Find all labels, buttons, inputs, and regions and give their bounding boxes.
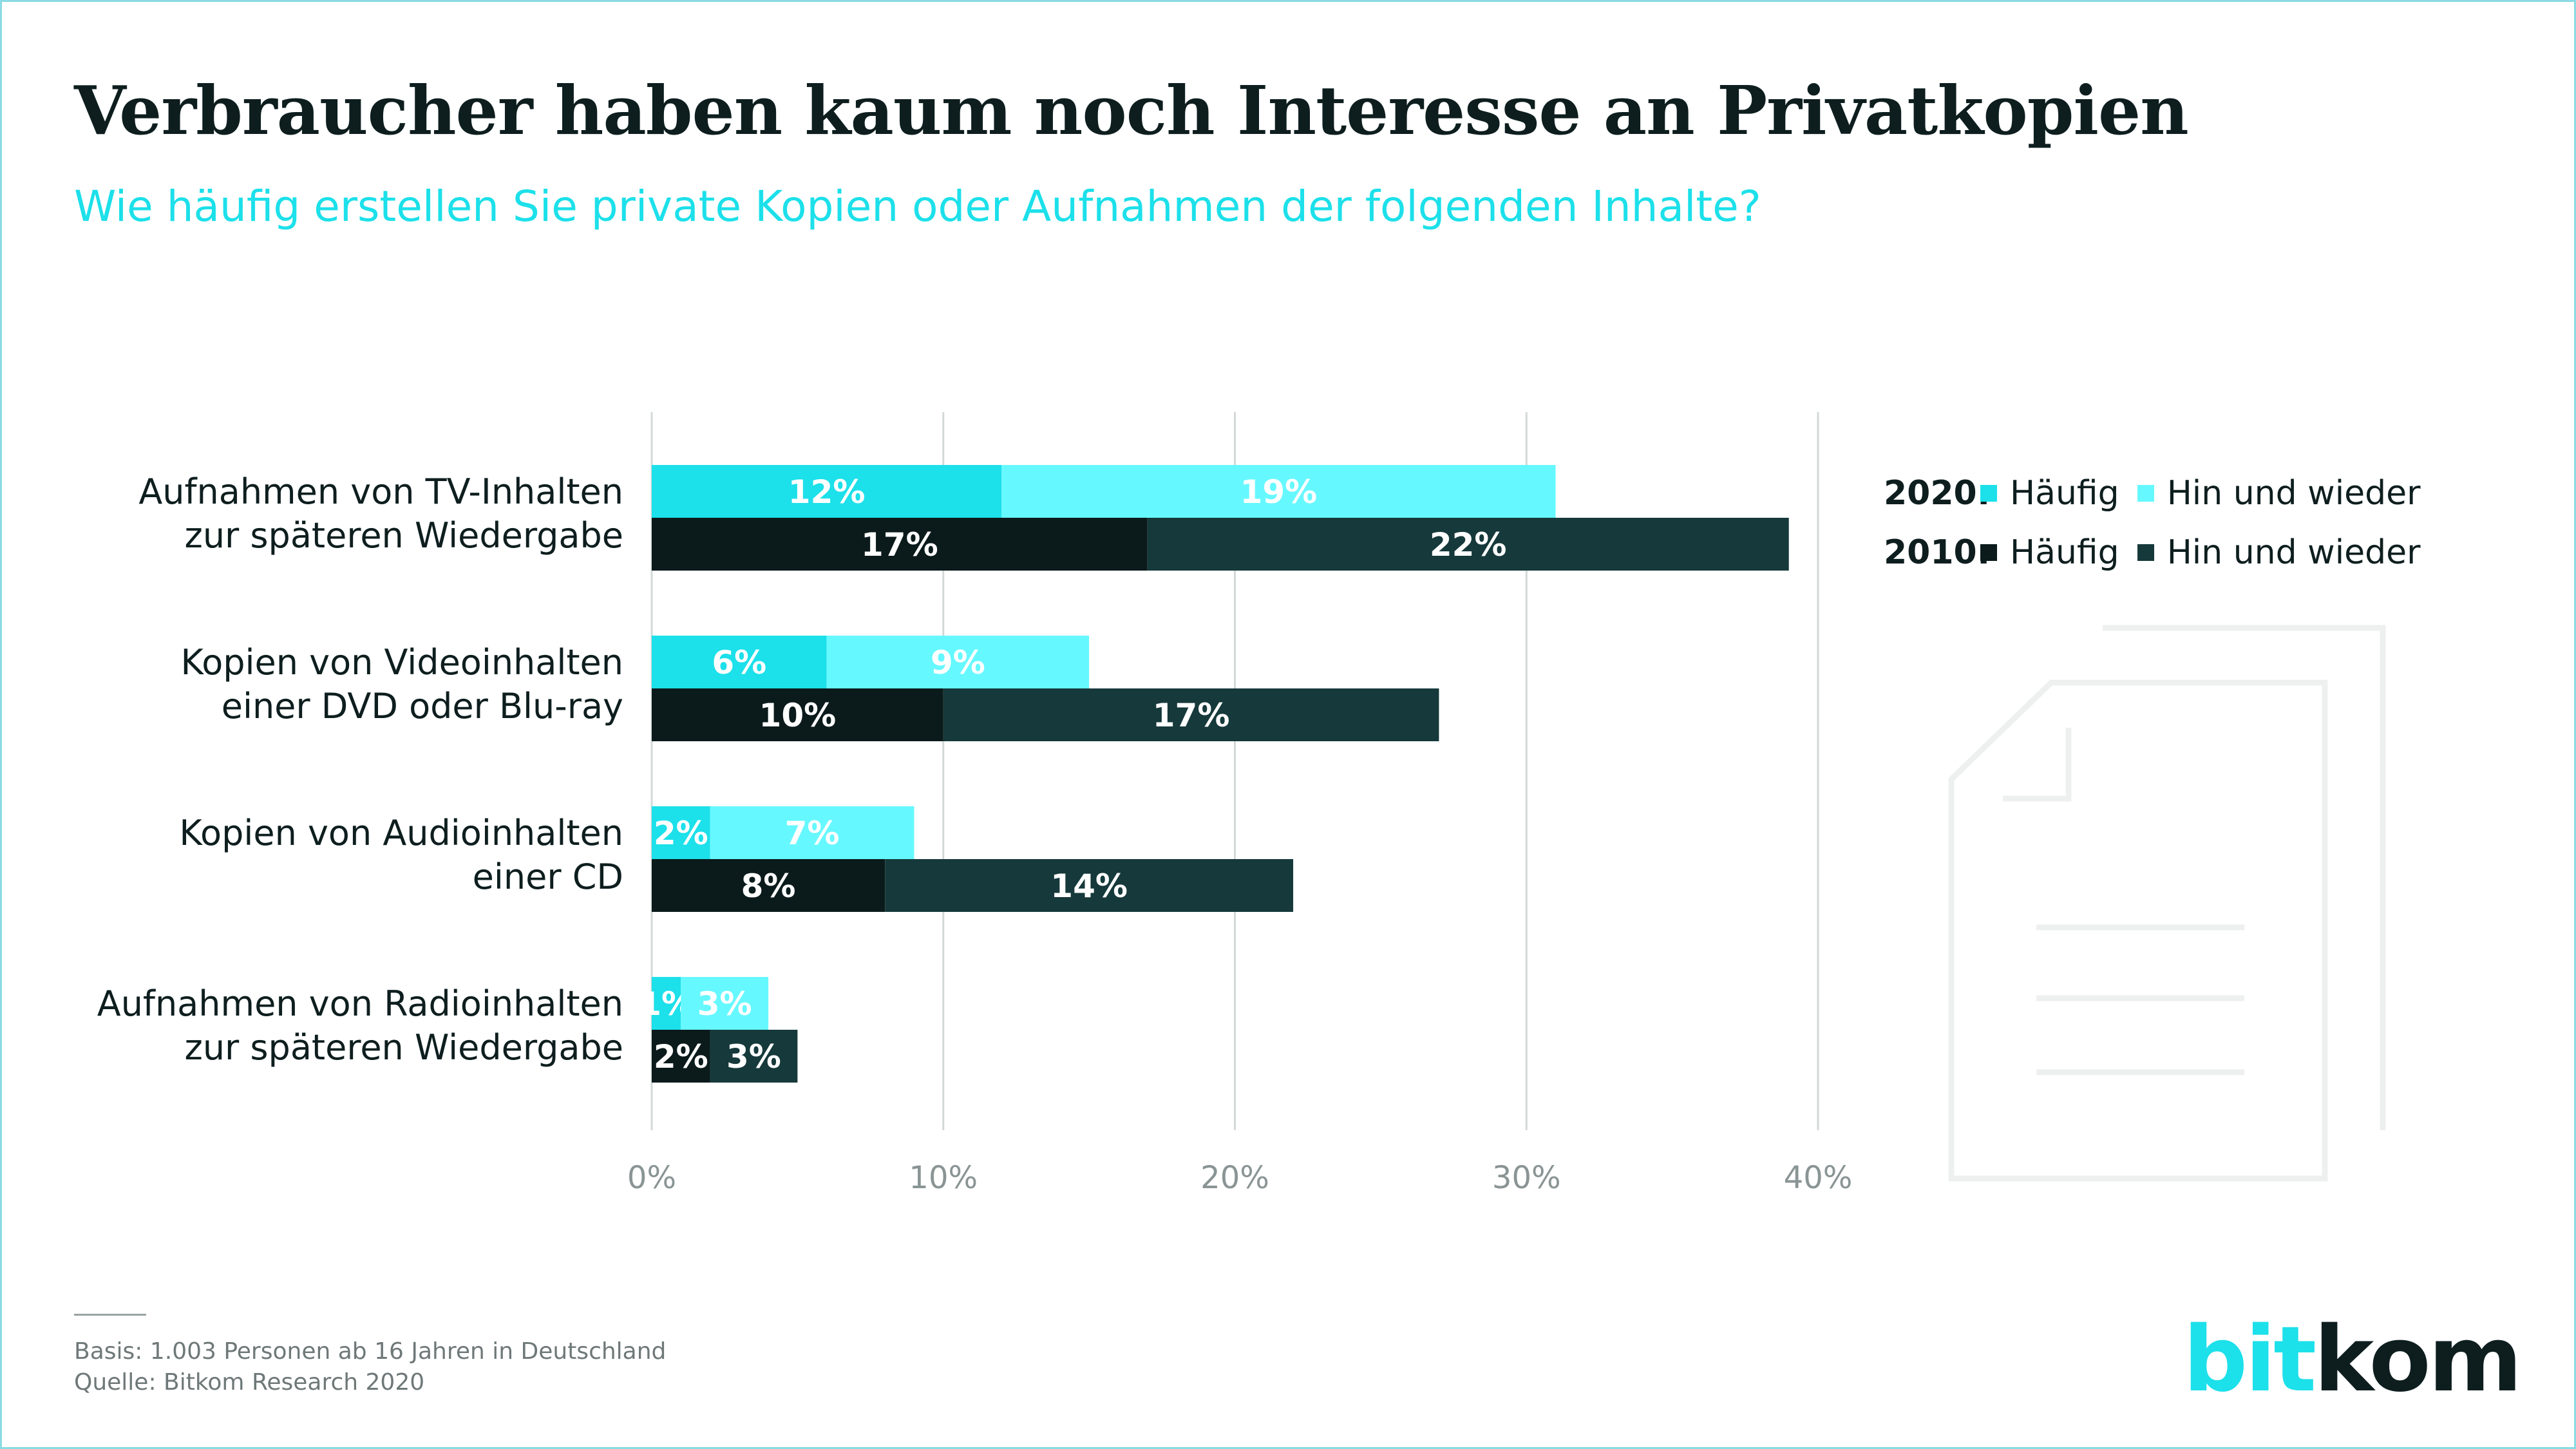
legend-swatch-2010-haeufig (1980, 544, 1997, 561)
bar-segment (652, 636, 827, 688)
x-tick-label: 30% (1492, 1160, 1561, 1196)
bar-segment (652, 1030, 710, 1083)
legend-swatch-2020-hin-und-wieder (2137, 485, 2154, 502)
bar-value-label: 3% (726, 1038, 781, 1075)
bar-value-label: 3% (697, 985, 752, 1023)
legend-row-2010: 2010: Häufig Hin und wieder (1884, 523, 2432, 582)
chart-title: Verbraucher haben kaum noch Interesse an… (74, 71, 2189, 150)
category-label: zur späteren Wiedergabe (184, 1027, 623, 1068)
bar-value-label: 19% (1240, 473, 1318, 511)
bar-value-label: 9% (931, 644, 985, 681)
chart-legend: 2020: Häufig Hin und wieder 2010: Häufig… (1884, 464, 2432, 582)
bar-value-label: 6% (712, 644, 766, 681)
bar-segment (652, 688, 943, 741)
legend-year-2020: 2020: (1884, 474, 1991, 513)
bar-value-label: 17% (1153, 697, 1230, 734)
x-tick-label: 10% (909, 1160, 978, 1196)
footer-basis: Basis: 1.003 Personen ab 16 Jahren in De… (74, 1338, 667, 1365)
footer-source: Quelle: Bitkom Research 2020 (74, 1369, 425, 1396)
category-label: Aufnahmen von TV-Inhalten (138, 471, 623, 512)
x-tick-label: 0% (627, 1160, 676, 1196)
bar-value-label: 2% (654, 1038, 708, 1075)
bar-segment (1147, 518, 1789, 571)
category-label: einer DVD oder Blu-ray (222, 686, 623, 726)
bar-segment (1001, 465, 1556, 518)
bar-segment (652, 859, 886, 912)
bar-segment (943, 688, 1439, 741)
bar-segment (652, 465, 1002, 518)
x-tick-label: 40% (1784, 1160, 1853, 1196)
legend-row-2020: 2020: Häufig Hin und wieder (1884, 464, 2432, 523)
category-label: zur späteren Wiedergabe (184, 515, 623, 556)
legend-label-2010-hin-und-wieder: Hin und wieder (2166, 533, 2421, 572)
bar-value-label: 8% (741, 867, 796, 905)
bar-value-label: 2% (654, 815, 708, 852)
bar-value-label: 12% (788, 473, 866, 511)
x-tick-label: 20% (1200, 1160, 1269, 1196)
bar-value-label: 10% (759, 697, 837, 734)
footer-notes: Basis: 1.003 Personen ab 16 Jahren in De… (74, 1336, 666, 1398)
bar-segment (710, 806, 914, 859)
bar-value-label: 14% (1050, 867, 1128, 905)
category-label: Aufnahmen von Radioinhalten (97, 983, 623, 1024)
category-label: Kopien von Audioinhalten (179, 813, 623, 853)
bar-value-label: 17% (861, 526, 938, 564)
legend-year-2010: 2010: (1884, 533, 1991, 572)
bar-segment (652, 806, 710, 859)
legend-label-2020-haeufig: Häufig (2010, 474, 2119, 513)
legend-swatch-2010-hin-und-wieder (2137, 544, 2154, 561)
bar-segment (710, 1030, 798, 1083)
category-label: einer CD (473, 857, 623, 897)
bar-segment (826, 636, 1090, 688)
bar-segment (885, 859, 1294, 912)
legend-swatch-2020-haeufig (1980, 485, 1997, 502)
footer-divider (74, 1314, 146, 1316)
chart-subtitle: Wie häufig erstellen Sie private Kopien … (74, 182, 1761, 231)
bar-value-label: 7% (785, 815, 840, 852)
bar-segment (652, 977, 681, 1030)
bar-segment (681, 977, 769, 1030)
document-icon (1948, 625, 2386, 1182)
legend-label-2020-hin-und-wieder: Hin und wieder (2166, 474, 2421, 513)
category-label: Kopien von Videoinhalten (181, 642, 624, 683)
bitkom-logo: bitkom (2183, 1307, 2523, 1412)
bar-value-label: 22% (1430, 526, 1507, 564)
bar-segment (652, 518, 1148, 571)
legend-label-2010-haeufig: Häufig (2010, 533, 2119, 572)
